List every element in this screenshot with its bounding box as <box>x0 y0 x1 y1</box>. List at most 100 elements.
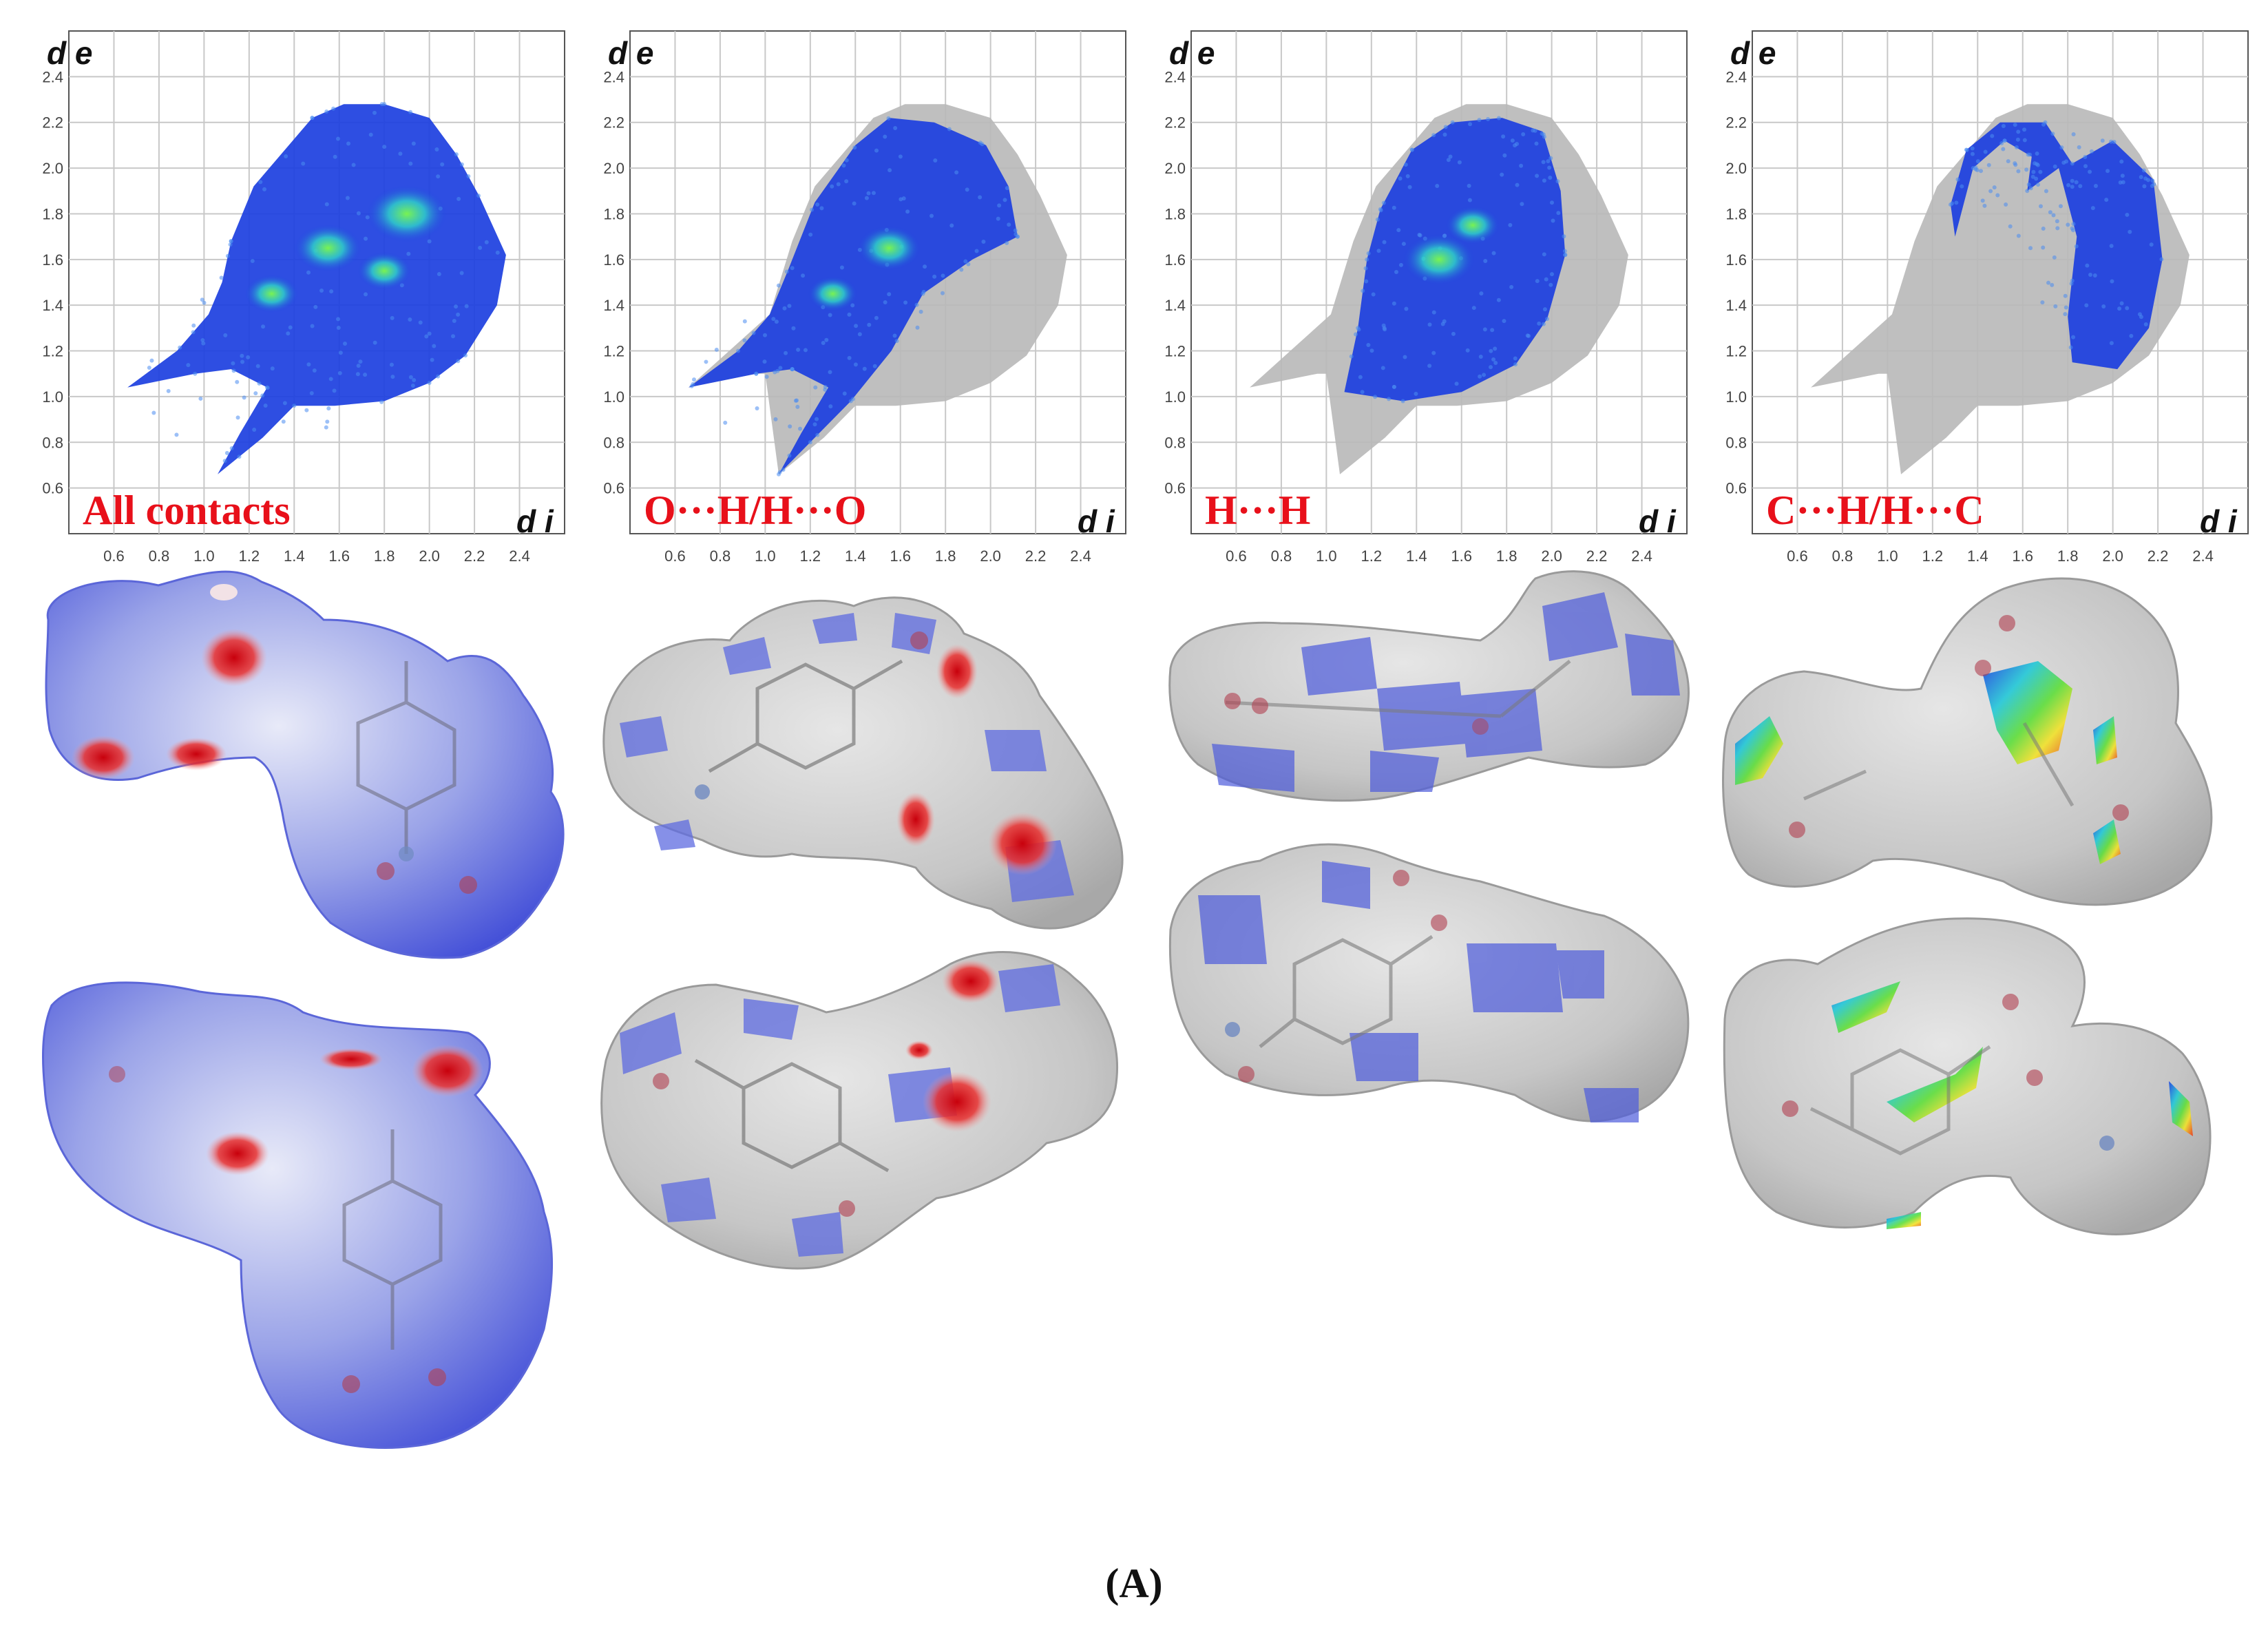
data-point <box>2071 132 2076 137</box>
x-axis-label: d i <box>516 503 554 539</box>
data-point <box>398 151 403 156</box>
data-point <box>1478 374 1482 379</box>
data-point <box>1979 169 1984 174</box>
data-point <box>1548 176 1553 180</box>
data-point <box>484 240 489 244</box>
data-point <box>981 240 986 244</box>
density-hotspot <box>366 185 448 243</box>
data-point <box>372 340 377 345</box>
data-point <box>2109 244 2114 249</box>
data-point <box>258 180 263 185</box>
data-point <box>235 415 240 420</box>
data-point <box>1442 132 1447 137</box>
data-point <box>954 170 959 175</box>
data-point <box>2040 300 2045 305</box>
data-point <box>1378 207 1383 211</box>
data-point <box>762 359 767 364</box>
data-point <box>808 232 813 237</box>
data-point <box>1542 134 1546 139</box>
data-point <box>478 245 483 250</box>
data-point <box>1533 128 1537 133</box>
data-point <box>2088 273 2092 278</box>
data-point <box>2041 227 2046 231</box>
data-point <box>2028 186 2033 191</box>
data-point <box>974 249 979 253</box>
figure-caption: (A) <box>1105 1560 1163 1606</box>
data-point <box>888 168 892 173</box>
data-point <box>2061 160 2066 165</box>
data-point <box>2078 184 2083 189</box>
x-tick-label: 1.8 <box>2057 547 2079 565</box>
data-point <box>1457 160 1462 165</box>
data-point <box>1354 332 1358 337</box>
x-tick-label: 2.0 <box>2102 547 2123 565</box>
data-point <box>2028 152 2033 157</box>
x-tick-label: 2.2 <box>1025 547 1047 565</box>
data-point <box>1975 159 1980 164</box>
data-point <box>966 262 971 266</box>
fingerprint-plot-c-h: 0.6 0.8 1.0 1.2 1.4 1.6 1.8 2.0 2.2 2.4 0.6 0.8 1.0 1… <box>1725 30 2249 565</box>
data-point <box>325 419 330 424</box>
data-point <box>1534 141 1539 146</box>
data-point <box>914 302 919 307</box>
x-tick-label: 2.4 <box>2192 547 2214 565</box>
data-point <box>923 264 927 269</box>
data-point <box>237 454 242 459</box>
data-point <box>874 315 879 320</box>
data-point <box>823 387 828 392</box>
data-point <box>1542 178 1546 183</box>
data-point <box>784 269 789 274</box>
data-point <box>2041 245 2046 250</box>
y-tick-label: 1.4 <box>603 297 624 314</box>
x-tick-label: 1.6 <box>890 547 911 565</box>
data-point <box>828 313 832 317</box>
data-point <box>424 334 429 339</box>
data-point <box>312 368 317 373</box>
data-point <box>1548 156 1553 160</box>
data-point <box>427 239 432 244</box>
data-point <box>1542 252 1546 257</box>
data-point <box>356 211 361 216</box>
data-point <box>2110 279 2114 284</box>
data-point <box>257 381 262 386</box>
data-point <box>1014 232 1018 237</box>
data-point <box>1396 228 1401 233</box>
data-point <box>228 242 233 247</box>
data-point <box>440 162 445 167</box>
y-tick-label: 1.2 <box>1725 343 1747 360</box>
data-point <box>883 134 888 139</box>
data-point <box>2068 345 2073 350</box>
data-point <box>1950 201 1955 206</box>
data-point <box>1546 159 1551 164</box>
data-point <box>2016 233 2021 238</box>
fingerprint-plot-h-h: 0.6 0.8 1.0 1.2 1.4 1.6 1.8 2.0 2.2 2.4 0.6 0.8 1.0 1… <box>1164 30 1688 565</box>
data-point <box>436 174 441 179</box>
data-point <box>1544 277 1548 282</box>
x-tick-label: 1.8 <box>935 547 956 565</box>
data-point <box>282 401 287 406</box>
data-point <box>901 196 906 201</box>
data-point <box>836 182 841 187</box>
data-point <box>2137 312 2142 317</box>
data-point <box>2100 138 2105 143</box>
data-point <box>191 330 196 335</box>
y-tick-label: 2.2 <box>1164 114 1186 132</box>
data-point <box>893 126 898 131</box>
data-point <box>886 116 891 121</box>
data-point <box>847 312 852 317</box>
data-point <box>1361 289 1365 293</box>
data-point <box>801 273 806 278</box>
y-tick-label: 2.0 <box>1725 160 1747 177</box>
data-point <box>736 348 741 353</box>
data-point <box>796 347 801 352</box>
data-point <box>1479 291 1484 296</box>
x-tick-label: 2.4 <box>509 547 530 565</box>
data-point <box>2016 129 2021 134</box>
data-point <box>1400 399 1405 404</box>
data-point <box>2015 137 2020 142</box>
data-point <box>406 251 411 256</box>
x-tick-label: 2.2 <box>464 547 485 565</box>
data-point <box>848 399 853 404</box>
data-point <box>364 236 368 241</box>
data-point <box>1489 348 1493 353</box>
